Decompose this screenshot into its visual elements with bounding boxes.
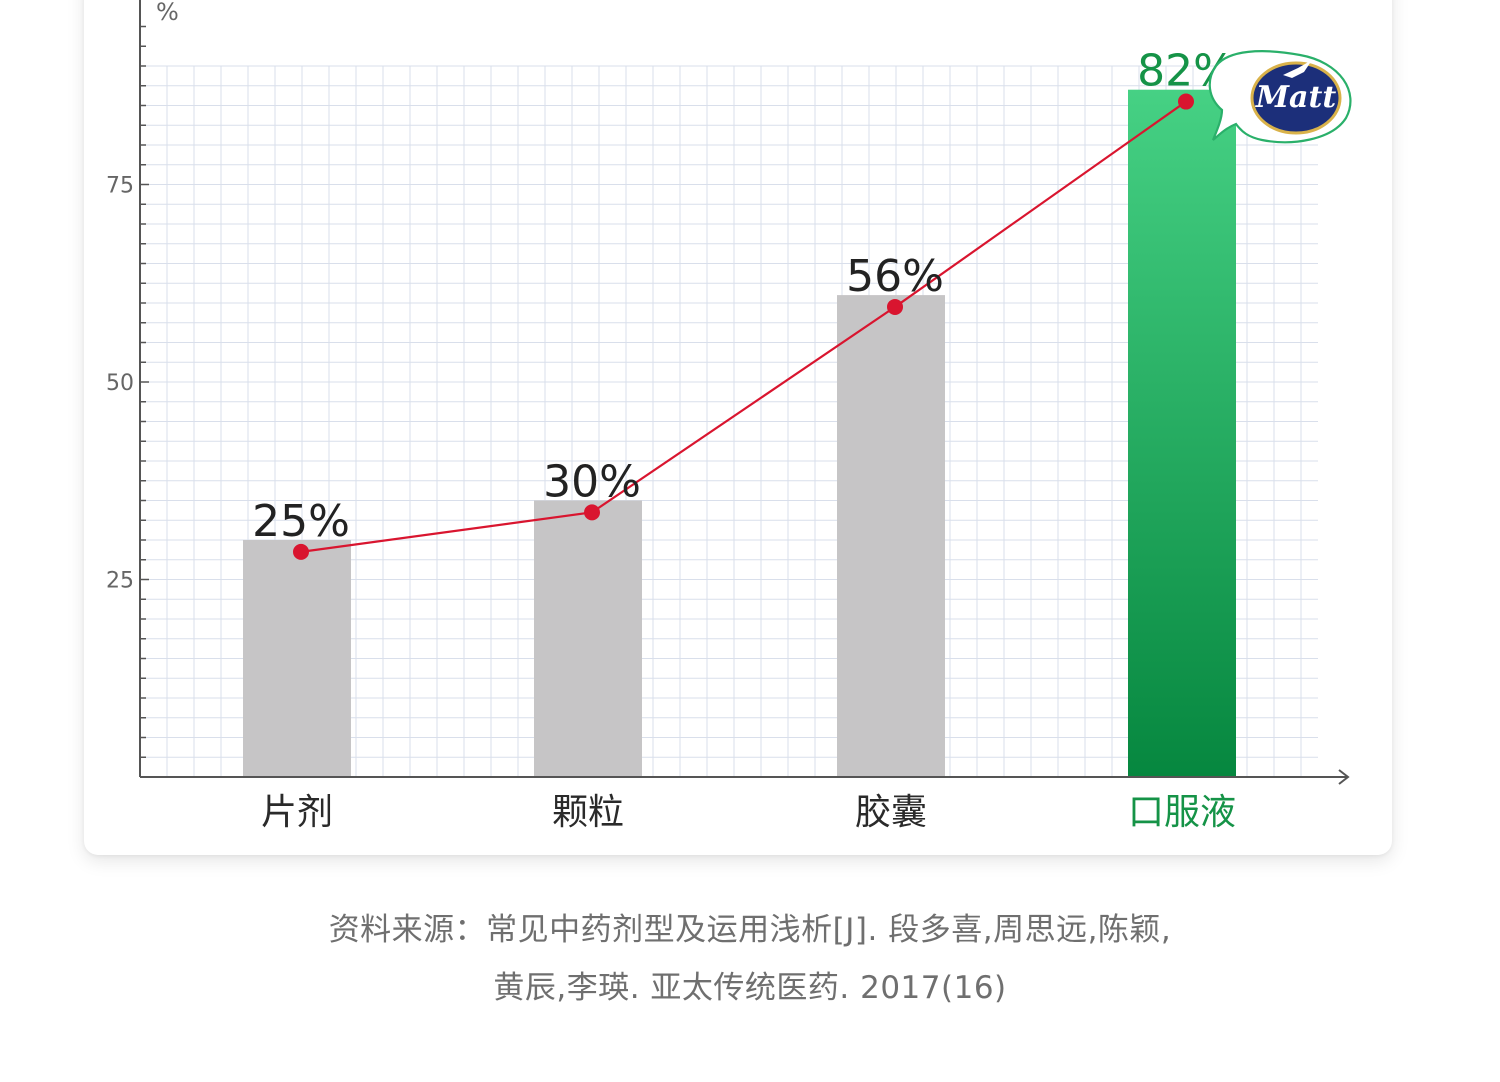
- grid-lines: [140, 65, 1318, 777]
- data-label: 56%: [846, 251, 944, 302]
- x-axis-arrow-icon: [1338, 769, 1350, 785]
- matt-badge: Matt: [1208, 50, 1352, 144]
- trend-polyline: [300, 100, 1187, 553]
- bar: [837, 295, 945, 776]
- bird-icon: [1283, 60, 1312, 78]
- trend-point: [293, 543, 309, 560]
- trend-point: [1178, 93, 1194, 110]
- badge-seal: [1252, 63, 1340, 133]
- badge-text: Matt: [1255, 80, 1337, 115]
- data-label: 25%: [252, 496, 350, 547]
- badge-seal-ring: [1250, 61, 1342, 135]
- bar-highlight: [1128, 89, 1236, 776]
- source-citation-line-2: 黄辰,李瑛. 亚太传统医药. 2017(16): [493, 970, 1007, 1006]
- category-label: 口服液: [1128, 792, 1236, 833]
- bar: [534, 500, 642, 776]
- trend-point: [887, 298, 903, 315]
- y-tick-label: 75: [106, 174, 134, 199]
- bars: [243, 89, 1236, 776]
- category-label: 片剂: [261, 792, 333, 833]
- trend-line: [293, 93, 1194, 560]
- axes: 25 50 75%: [106, 0, 1350, 785]
- category-label: 胶囊: [855, 792, 927, 833]
- data-label: 30%: [543, 456, 641, 507]
- category-label: 颗粒: [552, 792, 624, 833]
- y-tick-label: 25: [106, 569, 134, 594]
- y-tick-label: 50: [106, 371, 134, 396]
- trend-point: [584, 504, 600, 521]
- bar: [243, 540, 351, 776]
- y-axis-unit-label: %: [156, 0, 179, 26]
- source-citation-line-1: 资料来源：常见中药剂型及运用浅析[J]. 段多喜,周思远,陈颖,: [328, 912, 1172, 948]
